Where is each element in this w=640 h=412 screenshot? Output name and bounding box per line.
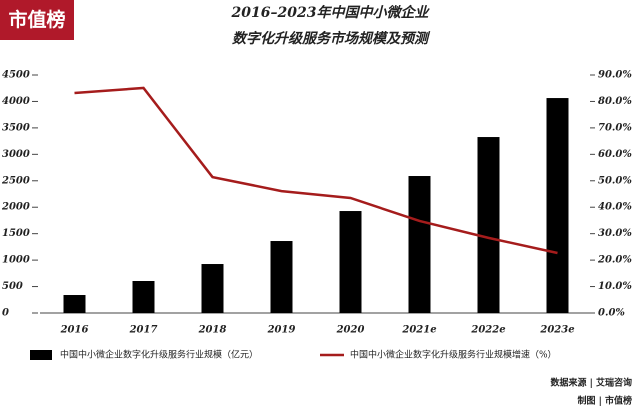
legend-swatch [30, 350, 52, 360]
bar [63, 295, 86, 313]
x-tick-label: 2019 [267, 325, 296, 336]
chart-title: 2016–2023年中国中小微企业 [231, 4, 431, 21]
x-tick-label: 2016 [60, 325, 89, 336]
y2-tick-label: 50.0% [598, 175, 632, 186]
source: 数据来源 | 艾瑞咨询 [550, 377, 632, 389]
y2-tick-label: 30.0% [598, 228, 632, 239]
y-tick-label: 1500 [2, 228, 30, 239]
logo-bg [0, 0, 74, 40]
y2-tick-label: 60.0% [598, 149, 632, 160]
bar [339, 211, 362, 313]
bar [201, 264, 224, 313]
legend-label: 中国中小微企业数字化升级服务行业规模（亿元） [60, 349, 258, 361]
chart-subtitle: 数字化升级服务市场规模及预测 [232, 30, 431, 47]
x-tick-label: 2018 [198, 325, 227, 336]
x-tick-label: 2021e [401, 325, 436, 336]
y2-tick-label: 70.0% [598, 122, 632, 133]
y2-tick-label: 40.0% [598, 202, 632, 213]
y-tick-label: 1000 [2, 255, 30, 266]
y2-tick-label: 20.0% [597, 255, 632, 266]
bar [477, 137, 500, 313]
y2-tick-label: 0.0% [598, 308, 625, 319]
y-tick-label: 2500 [1, 175, 30, 186]
bar [270, 241, 293, 313]
logo: 市值榜 [8, 8, 65, 31]
line [74, 86, 558, 255]
y-tick-label: 4500 [2, 70, 30, 81]
y-tick-label: 0 [2, 308, 9, 319]
y-tick-label: 4000 [2, 96, 30, 107]
y-tick-label: 3500 [2, 122, 30, 133]
x-tick-label: 2020 [336, 325, 365, 336]
x-tick-label: 2017 [129, 325, 158, 336]
bar [408, 176, 431, 313]
y2-tick-label: 80.0% [598, 96, 632, 107]
y2-tick-label: 10.0% [598, 281, 632, 292]
x-tick-label: 2023e [539, 325, 574, 336]
y-tick-label: 2000 [1, 202, 30, 213]
y2-tick-label: 90.0% [598, 70, 632, 81]
bar [546, 98, 569, 313]
y-tick-label: 500 [2, 281, 23, 292]
credit: 制图 | 市值榜 [577, 395, 632, 407]
y-tick-label: 3000 [2, 149, 30, 160]
legend-label: 中国中小微企业数字化升级服务行业规模增速（%） [350, 349, 557, 361]
bar [132, 281, 155, 313]
x-tick-label: 2022e [470, 325, 505, 336]
